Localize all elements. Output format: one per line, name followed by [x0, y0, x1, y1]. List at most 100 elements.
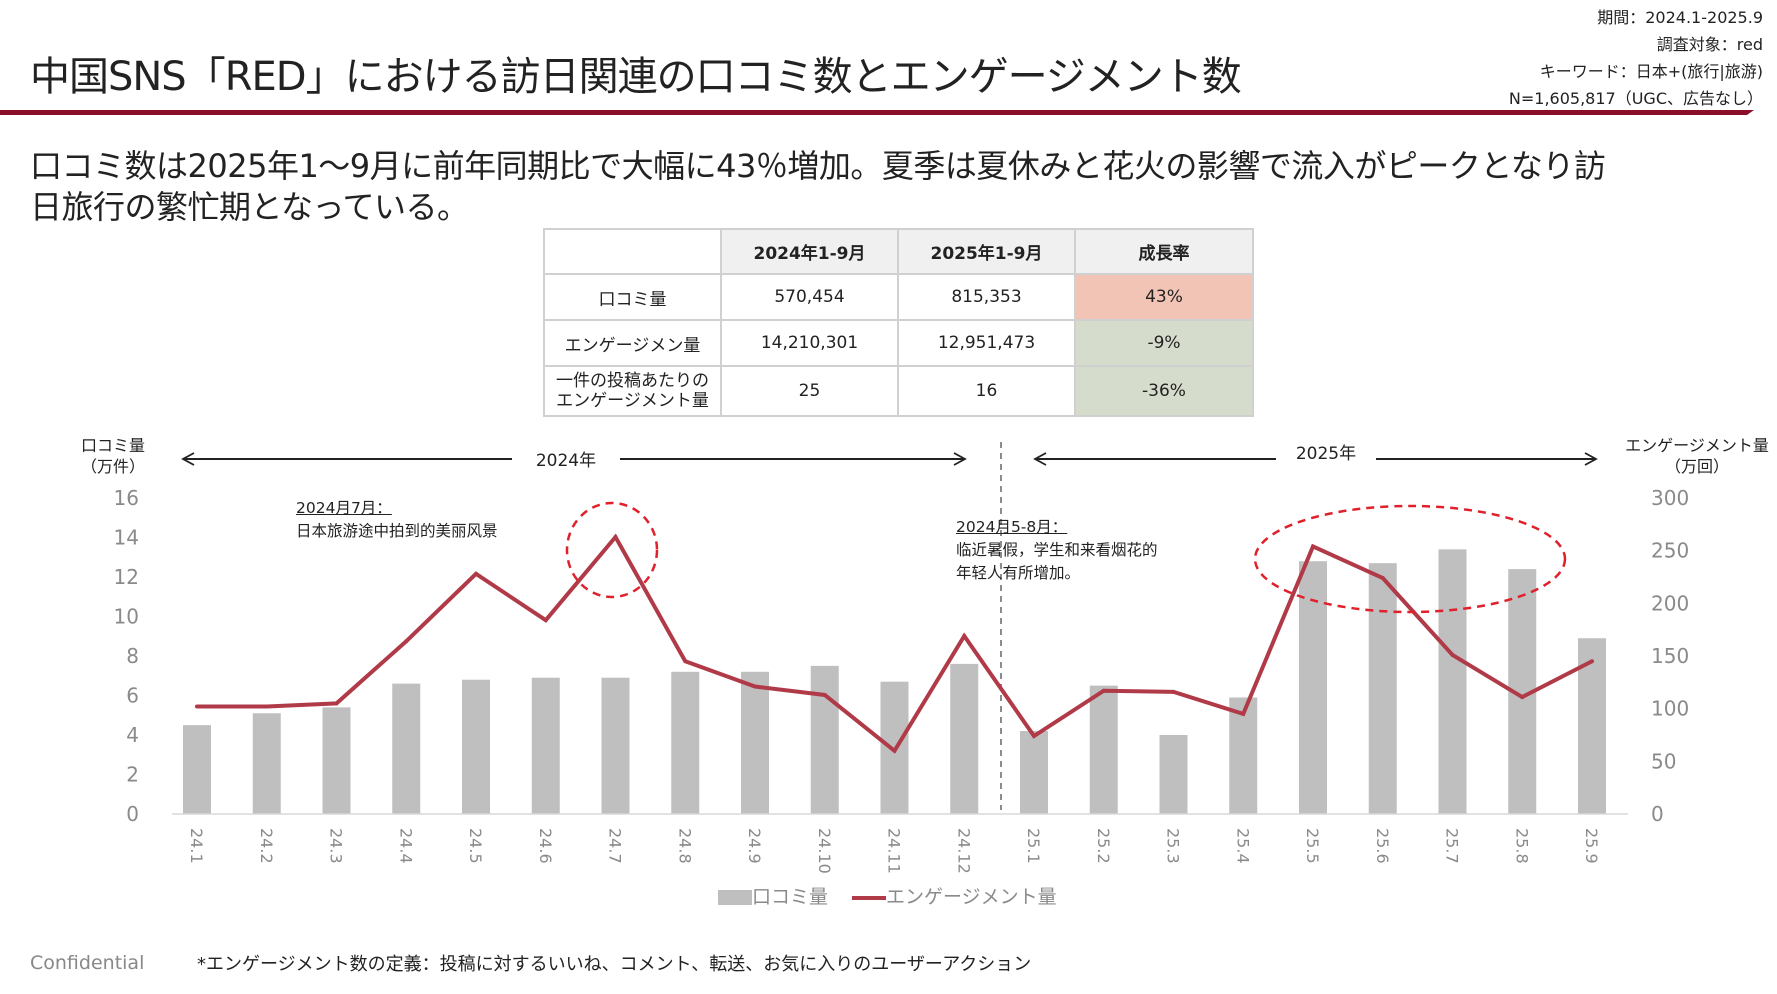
engagement-point-24.6: [543, 618, 548, 623]
engagement-point-25.9: [1590, 659, 1594, 664]
header-2024: 2024年1-9月: [720, 228, 899, 275]
left-axis-tick: 10: [114, 605, 139, 629]
engagement-point-24.11: [892, 748, 897, 753]
engagement-point-25.5: [1311, 544, 1315, 549]
row-label: 口コミ量: [543, 273, 722, 321]
x-axis-tick: 24.5: [466, 828, 485, 864]
legend-bar-swatch: [718, 890, 752, 905]
right-axis-tick: 250: [1651, 539, 1689, 563]
left-axis-tick: 16: [114, 486, 139, 510]
header-2025: 2025年1-9月: [897, 228, 1076, 275]
bar-24.12: [950, 663, 979, 814]
engagement-point-25.7: [1450, 652, 1455, 657]
left-axis-tick: 12: [114, 565, 139, 589]
summary-line-1: 口コミ数は2025年1～9月に前年同期比で大幅に43％増加。夏季は夏休みと花火の…: [30, 147, 1606, 185]
x-axis-tick: 24.1: [187, 828, 206, 864]
x-axis-tick: 24.6: [536, 828, 555, 864]
summary-text: 口コミ数は2025年1～9月に前年同期比で大幅に43％増加。夏季は夏休みと花火の…: [30, 146, 1606, 228]
bar-25.5: [1299, 561, 1327, 814]
bar-24.4: [392, 683, 421, 814]
right-axis-title-line-1: エンゲージメント量: [1625, 436, 1769, 455]
legend-label: 口コミ量: [752, 886, 829, 908]
engagement-point-25.2: [1101, 688, 1106, 693]
bar-25.2: [1089, 685, 1118, 814]
engagement-point-24.8: [683, 659, 688, 664]
left-axis-tick: 4: [126, 723, 139, 747]
x-axis-tick: 25.7: [1443, 828, 1462, 864]
meta-sample-size: N=1,605,817（UGC、広告なし）: [1508, 89, 1763, 108]
engagement-point-24.3: [334, 701, 339, 706]
cell-2025: 12,951,473: [897, 319, 1076, 367]
engagement-point-24.1: [195, 704, 199, 709]
left-axis-title-line-2: （万件）: [80, 457, 145, 476]
right-axis-tick: 150: [1651, 644, 1689, 668]
cell-growth: -9%: [1074, 319, 1254, 367]
cell-2024: 14,210,301: [720, 319, 899, 367]
engagement-point-24.5: [474, 571, 478, 576]
engagement-point-24.10: [822, 692, 827, 697]
chart-legend: 口コミ量 エンゲージメント量: [718, 882, 1057, 909]
annotation-text: 年轻人有所增加。: [956, 564, 1081, 582]
header-growth: 成長率: [1074, 228, 1254, 275]
confidential-label: Confidential: [30, 952, 145, 974]
table-row: 一件の投稿あたりの エンゲージメント量 25 16 -36%: [543, 365, 1254, 417]
period-2024-label: 2024年: [536, 451, 596, 471]
bar-25.4: [1229, 697, 1258, 814]
left-axis-title-line-1: 口コミ量: [80, 436, 145, 455]
x-axis-tick: 24.3: [327, 828, 346, 864]
left-axis-tick: 2: [126, 763, 139, 787]
legend-line-swatch: [852, 895, 887, 900]
x-axis-tick: 24.7: [606, 828, 625, 864]
x-axis-tick: 25.4: [1233, 828, 1252, 864]
period-2025-label: 2025年: [1296, 444, 1356, 464]
legend-label: エンゲージメント量: [886, 886, 1057, 908]
right-axis-tick: 0: [1651, 802, 1664, 826]
bar-24.10: [810, 665, 839, 814]
meta-target: 調査対象：red: [1656, 35, 1763, 54]
table-row: 口コミ量 570,454 815,353 43%: [543, 273, 1254, 321]
bar-24.8: [671, 671, 700, 814]
x-axis-tick: 24.12: [954, 828, 973, 874]
bar-25.6: [1368, 563, 1397, 814]
bar-24.2: [252, 713, 281, 814]
period-arrows: 2024年 2025年: [181, 444, 1598, 471]
x-axis-tick: 25.5: [1303, 828, 1322, 864]
x-axis-tick: 24.11: [885, 828, 904, 874]
bar-24.1: [183, 725, 211, 814]
annotation-text: 临近暑假，学生和来看烟花的: [956, 541, 1158, 559]
bar-25.7: [1438, 549, 1467, 814]
right-axis-tick: 300: [1651, 486, 1689, 510]
right-axis-tick: 100: [1651, 697, 1689, 721]
page-title: 中国SNS「RED」における訪日関連の口コミ数とエンゲージメント数: [30, 54, 1242, 100]
annotation-summer: 2024月5-8月： 临近暑假，学生和来看烟花的 年轻人有所增加。: [956, 516, 1158, 585]
annotation-heading: 2024月7月：: [296, 499, 392, 517]
left-axis-tick: 0: [126, 802, 139, 826]
left-axis-tick: 14: [114, 526, 139, 550]
bar-24.6: [531, 677, 560, 814]
x-axis-tick: 25.2: [1094, 828, 1113, 864]
left-axis-title: 口コミ量 （万件）: [63, 435, 163, 477]
x-axis-tick: 24.10: [815, 828, 834, 874]
annotation-text: 日本旅游途中拍到的美丽风景: [296, 522, 498, 540]
engagement-point-25.6: [1380, 576, 1385, 581]
highlight-ellipse-2024-7: [565, 501, 659, 599]
engagement-point-25.1: [1032, 734, 1036, 739]
bar-24.5: [462, 679, 490, 814]
cell-2024: 570,454: [720, 273, 899, 321]
bar-24.7: [601, 677, 630, 814]
legend-item-reviews: 口コミ量: [718, 882, 828, 909]
meta-period: 期間：2024.1-2025.9: [1597, 8, 1763, 27]
right-axis-tick: 200: [1651, 591, 1689, 615]
x-axis-tick: 24.2: [257, 828, 276, 864]
x-axis-tick: 25.8: [1512, 828, 1531, 864]
engagement-point-24.12: [962, 633, 967, 638]
engagement-point-25.3: [1171, 689, 1176, 694]
cell-growth: -36%: [1074, 365, 1254, 417]
cell-growth: 43%: [1074, 273, 1254, 321]
cell-2025: 815,353: [897, 273, 1076, 321]
cell-2024: 25: [720, 365, 899, 417]
engagement-point-24.9: [753, 684, 757, 689]
x-axis-tick: 25.3: [1164, 828, 1183, 864]
cell-2025: 16: [897, 365, 1076, 417]
